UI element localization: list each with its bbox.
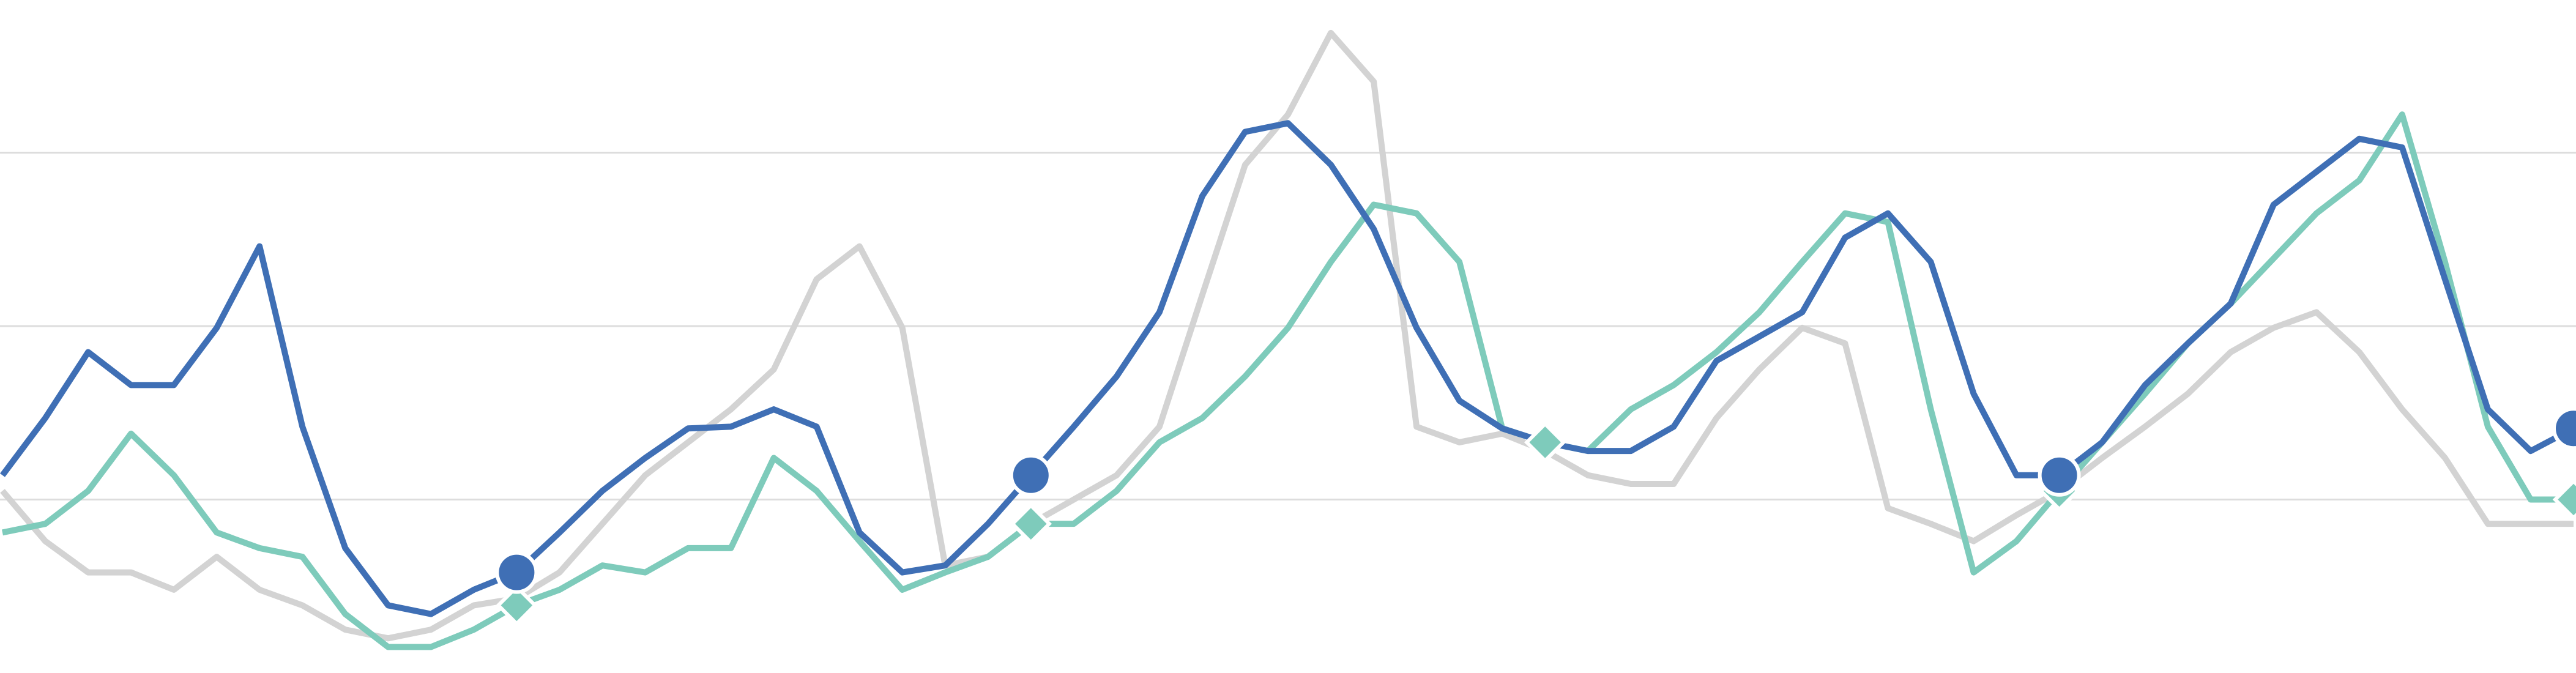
point-marker bbox=[2038, 453, 2081, 497]
point-marker bbox=[1009, 453, 1052, 497]
line-series bbox=[0, 29, 2574, 642]
point-marker bbox=[2552, 478, 2576, 521]
point-marker bbox=[1524, 421, 1566, 464]
point-marker bbox=[495, 551, 538, 594]
point-marker bbox=[496, 584, 538, 627]
line-series bbox=[0, 120, 2575, 617]
point-marker bbox=[2552, 407, 2576, 450]
point-marker bbox=[1010, 502, 1052, 545]
line-series bbox=[2, 111, 2574, 650]
